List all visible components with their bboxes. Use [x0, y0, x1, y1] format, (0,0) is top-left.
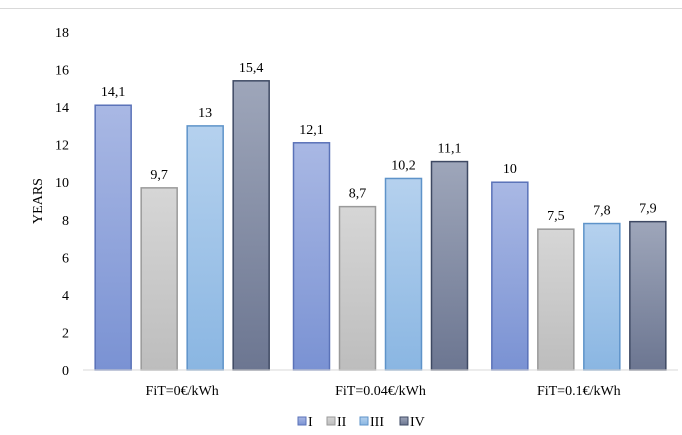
y-tick-label: 10	[55, 176, 69, 191]
x-category-label: FiT=0.04€/kWh	[335, 384, 426, 399]
x-category-label: FiT=0.1€/kWh	[537, 384, 621, 399]
x-axis: FiT=0€/kWh FiT=0.04€/kWh FiT=0.1€/kWh	[83, 369, 678, 399]
data-label: 13	[198, 106, 212, 121]
y-tick-label: 16	[55, 64, 69, 79]
y-tick-label: 18	[55, 26, 69, 41]
legend-swatch-i	[297, 416, 307, 426]
bar-ii-3	[537, 228, 575, 371]
data-label: 10	[503, 162, 517, 177]
bar-iv-2	[430, 160, 469, 371]
bar-iii-2	[384, 177, 423, 371]
y-tick-label: 6	[62, 251, 69, 266]
data-label: 11,1	[438, 142, 462, 157]
y-tick-label: 8	[62, 214, 69, 229]
bar-iii-3	[583, 222, 621, 371]
bars-group: 14,1 9,7 13 15,4 12,1 8,7 10,2 11,1 10 7,5 7,8 7,9	[94, 61, 667, 371]
legend-label-iv: IV	[410, 415, 425, 430]
data-label: 10,2	[391, 158, 416, 173]
bar-ii-2	[338, 205, 377, 371]
bar-iii-1	[186, 125, 224, 371]
legend-swatch-ii	[326, 416, 336, 426]
top-divider	[0, 8, 682, 9]
bar-i-3	[491, 181, 529, 371]
y-tick-label: 4	[62, 289, 69, 304]
y-tick-label: 14	[55, 101, 69, 116]
legend-swatch-iii	[359, 416, 369, 426]
data-label: 9,7	[150, 168, 168, 183]
y-tick-labels: 0 2 4 6 8 10 12 14 16 18	[55, 26, 69, 379]
legend-label-ii: II	[337, 415, 347, 430]
legend-label-i: I	[308, 415, 313, 430]
data-label: 8,7	[349, 187, 367, 202]
data-label: 12,1	[299, 123, 324, 138]
y-axis-title-group: YEARS	[31, 178, 46, 224]
bar-ii-1	[140, 187, 178, 371]
bar-i-2	[292, 142, 331, 371]
legend-swatch-iv	[399, 416, 409, 426]
y-tick-label: 2	[62, 326, 69, 341]
bar-iv-1	[232, 80, 270, 371]
y-tick-label: 12	[55, 139, 69, 154]
y-axis-title: YEARS	[31, 178, 46, 224]
legend-label-iii: III	[370, 415, 384, 430]
x-category-label: FiT=0€/kWh	[146, 384, 219, 399]
data-label: 7,9	[639, 202, 657, 217]
y-tick-label: 0	[62, 364, 69, 379]
bar-i-1	[94, 104, 132, 371]
data-label: 7,8	[593, 204, 611, 219]
data-label: 14,1	[101, 85, 126, 100]
data-label: 15,4	[239, 61, 264, 76]
bar-iv-3	[629, 220, 667, 371]
data-label: 7,5	[547, 209, 565, 224]
legend: I II III IV	[297, 415, 425, 430]
